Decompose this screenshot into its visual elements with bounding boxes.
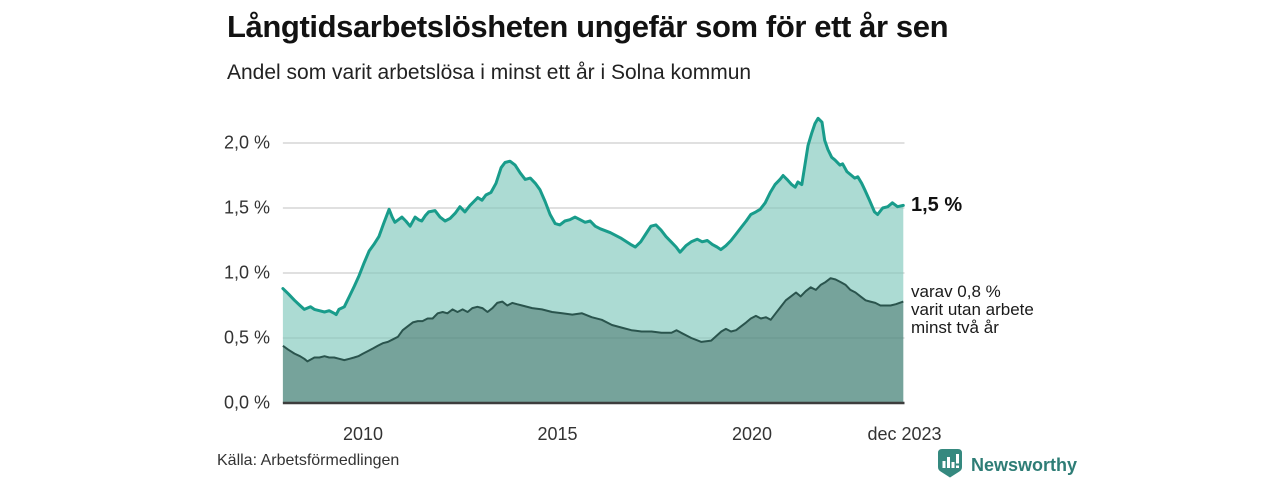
y-tick-label: 0,5 % xyxy=(223,327,270,348)
annotation-two-years-line1: varav 0,8 % xyxy=(911,282,1001,301)
x-tick-label: 2015 xyxy=(537,424,578,444)
source-credit: Källa: Arbetsförmedlingen xyxy=(217,452,400,469)
y-tick-label: 2,0 % xyxy=(223,132,270,153)
line-total-unemployed xyxy=(281,116,905,317)
y-tick-label: 0,0 % xyxy=(223,392,270,413)
x-tick-label: 2020 xyxy=(731,424,773,444)
page-title: Långtidsarbetslösheten ungefär som för e… xyxy=(227,9,949,44)
chart-subtitle: Andel som varit arbetslösa i minst ett å… xyxy=(227,61,752,84)
annotation-two-years: varav 0,8 % varit utan arbete minst två … xyxy=(911,283,1034,337)
newsworthy-bar-chart-badge-icon xyxy=(938,449,962,478)
brand-name: Newsworthy xyxy=(971,454,1078,475)
y-tick-label: 1,5 % xyxy=(223,197,270,218)
area-total-unemployed xyxy=(282,118,904,404)
area-two-years-unemployed xyxy=(282,278,904,403)
line-two-years-unemployed xyxy=(282,277,904,363)
annotation-total-value: 1,5 % xyxy=(911,194,963,216)
annotation-two-years-line2: varit utan arbete xyxy=(911,300,1034,319)
annotation-two-years-line3: minst två år xyxy=(911,318,999,337)
brand-logo: Newsworthy xyxy=(936,448,1077,479)
y-tick-label: 1,0 % xyxy=(223,262,270,283)
x-tick-label: 2010 xyxy=(342,424,384,444)
x-tick-label: dec 2023 xyxy=(867,424,942,444)
